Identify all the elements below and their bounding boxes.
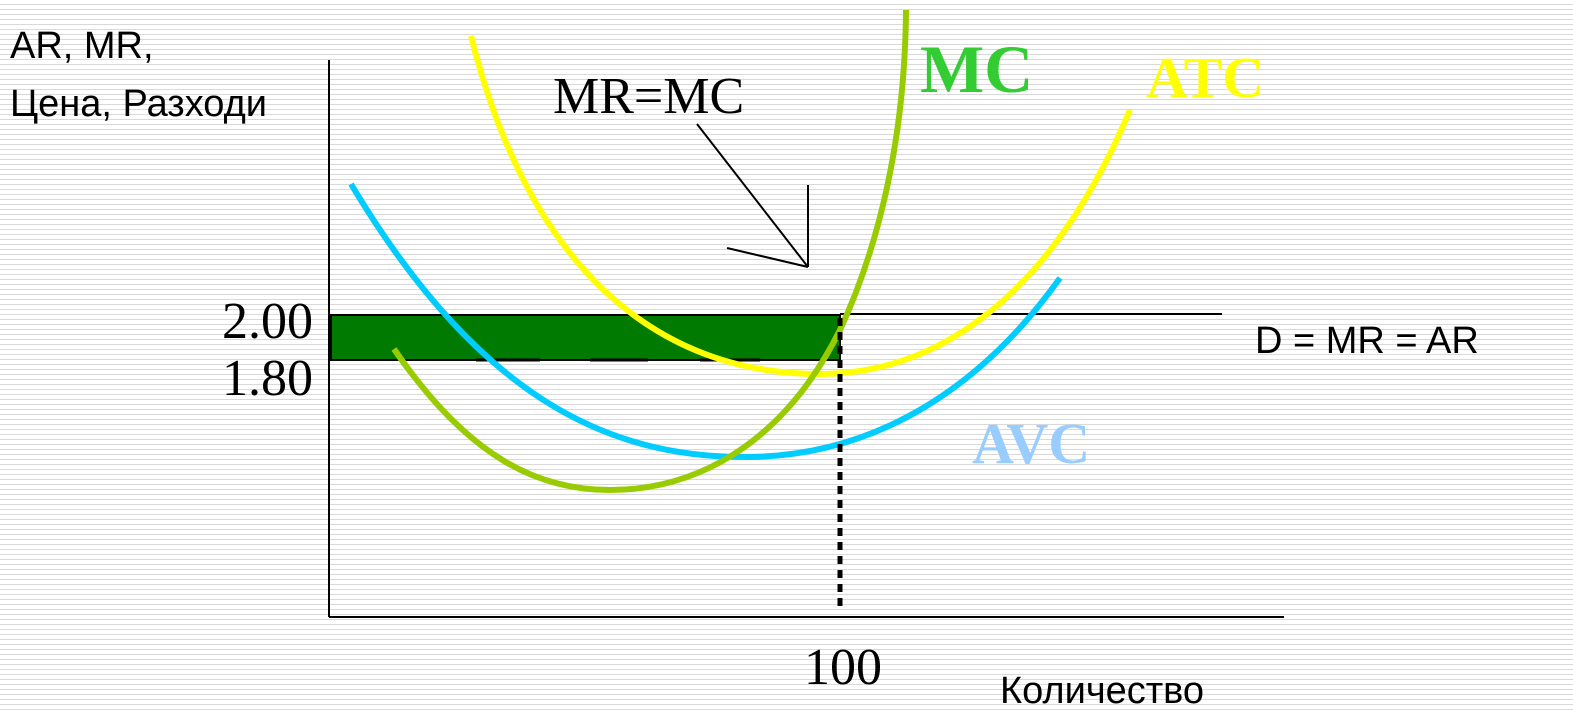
mc-label: MC <box>920 31 1033 107</box>
y-axis-label-line1: AR, MR, <box>10 25 154 67</box>
y-axis-label-line2: Цена, Разходи <box>10 83 267 125</box>
x-axis-label: Количество <box>1000 670 1204 712</box>
y-tick-label-atc: 1.80 <box>222 350 313 407</box>
mr-mc-annotation: MR=MC <box>553 68 744 125</box>
mr-mc-arrow <box>696 123 809 268</box>
mc-curve <box>391 9 909 494</box>
demand-label: D = MR = AR <box>1255 320 1479 362</box>
x-tick-label-quantity: 100 <box>804 639 882 696</box>
y-tick-label-price: 2.00 <box>222 293 313 350</box>
profit-area <box>330 314 841 361</box>
avc-label: AVC <box>972 411 1090 476</box>
avc-curve <box>348 182 1063 461</box>
atc-label: ATC <box>1146 45 1264 110</box>
